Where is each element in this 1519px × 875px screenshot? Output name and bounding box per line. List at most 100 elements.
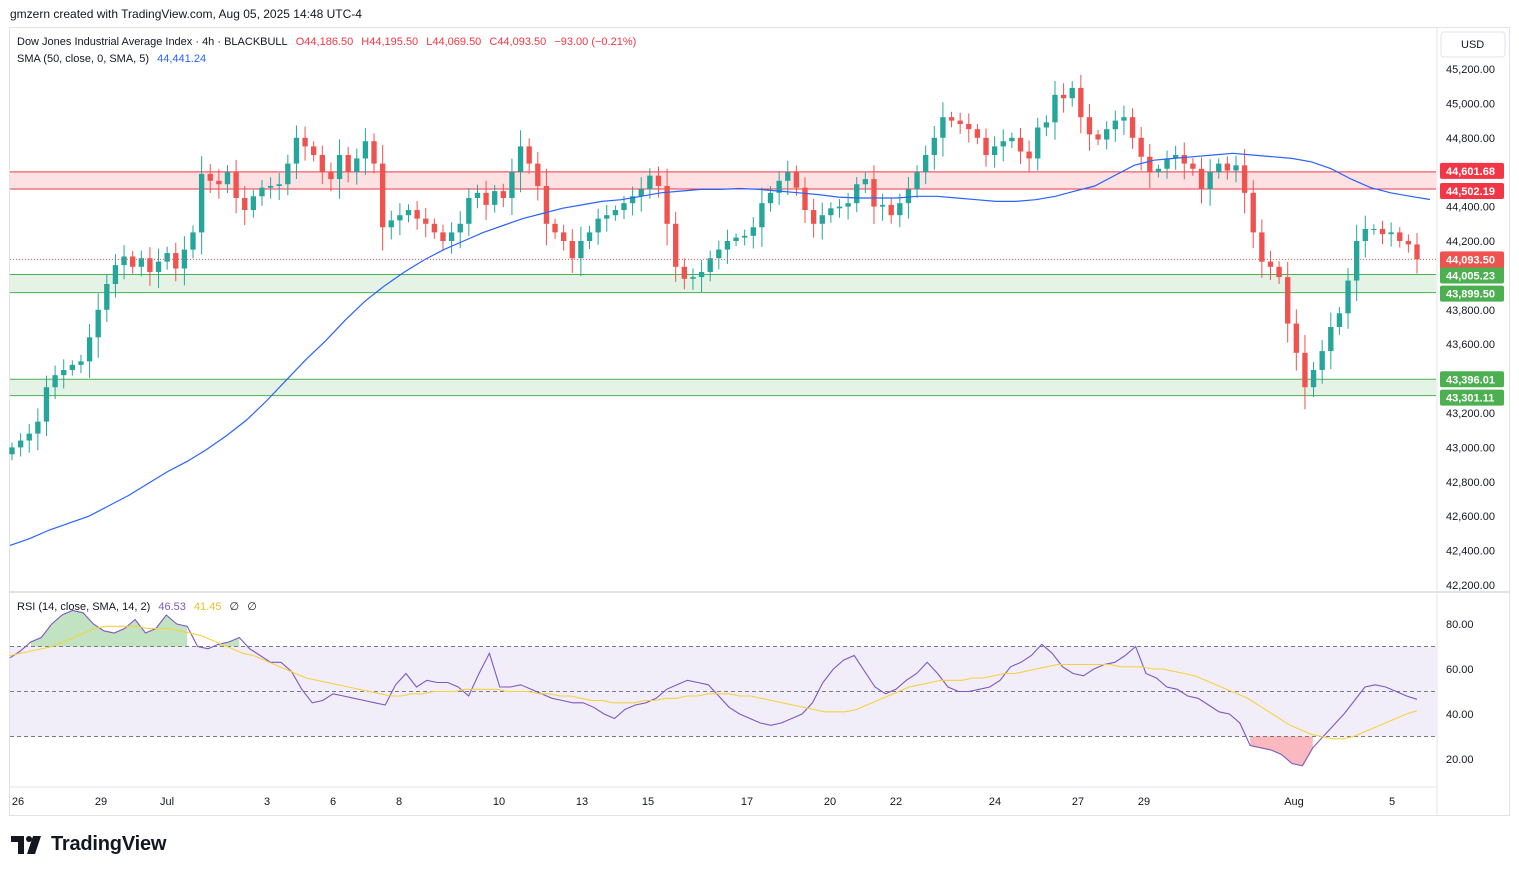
candle-body	[741, 235, 748, 238]
candle-body	[276, 184, 282, 186]
chart-frame[interactable]	[9, 27, 1510, 816]
zone-label-support2-top: 43,396.01	[1446, 374, 1495, 386]
zone-support-2	[10, 379, 1436, 396]
sma-line	[9, 152, 1431, 546]
candle-body	[707, 258, 713, 272]
candle-body	[1345, 280, 1351, 314]
candle-body	[198, 173, 205, 233]
candle-body	[810, 210, 817, 224]
candle-body	[1310, 370, 1317, 388]
candle-body	[1112, 120, 1118, 130]
candle-body	[397, 215, 403, 221]
legend-sma[interactable]: SMA (50, close, 0, SMA, 5) 44,441.24	[17, 53, 211, 65]
time-tick-label: Aug	[1284, 796, 1304, 808]
header-created: gmzern created with TradingView.com, Aug…	[10, 7, 362, 21]
candle-body	[1250, 192, 1256, 233]
candle-body	[250, 196, 257, 211]
candle-body	[828, 208, 834, 216]
rsi-value: 46.53	[158, 601, 186, 613]
rsi-tick-label: 60.00	[1446, 664, 1474, 676]
legend-high: H44,195.50	[361, 36, 419, 48]
candle-body	[914, 172, 920, 190]
candle-body	[647, 175, 653, 190]
zone-label-resistance-top: 44,601.68	[1446, 166, 1495, 178]
time-tick-label: 17	[741, 796, 753, 808]
time-tick-label: 24	[989, 796, 1001, 808]
candle-body	[1095, 134, 1101, 140]
candle-body	[535, 163, 541, 186]
candle-body	[466, 198, 472, 224]
candle-body	[664, 185, 670, 224]
candle-body	[560, 232, 567, 241]
rsi-sma-line	[9, 625, 1418, 740]
time-tick-label: 22	[890, 796, 902, 808]
legend-open: O44,186.50	[295, 36, 354, 48]
zone-label-resistance-bottom-bg	[1440, 183, 1504, 200]
zone-label-resistance-top-bg	[1440, 162, 1504, 179]
candle-body	[1233, 165, 1239, 171]
rsi-extra-2: ∅	[247, 601, 257, 613]
candle-body	[931, 137, 937, 155]
candle-body	[224, 172, 231, 185]
candle-body	[923, 155, 929, 173]
candle-body	[1069, 87, 1075, 99]
candle-body	[379, 163, 386, 228]
legend-change: −93.00 (−0.21%)	[554, 36, 637, 48]
candle-body	[474, 192, 481, 198]
candle-body	[836, 206, 843, 209]
candle-body	[1285, 277, 1291, 324]
sma-label: SMA (50, close, 0, SMA, 5)	[17, 53, 150, 65]
candle-body	[793, 172, 800, 188]
candle-body	[483, 192, 489, 205]
time-tick-label: 10	[493, 796, 505, 808]
candle-body	[130, 256, 136, 267]
candle-body	[500, 191, 506, 198]
time-tick-label: 15	[642, 796, 654, 808]
time-tick-label: 13	[576, 796, 588, 808]
zone-label-support-bottom-bg	[1440, 285, 1504, 302]
candle-body	[1155, 168, 1162, 173]
candle-body	[1129, 117, 1136, 138]
zone-label-support-top: 44,005.23	[1446, 271, 1495, 283]
candle-body	[1164, 158, 1170, 169]
candle-body	[319, 155, 325, 173]
candle-body	[328, 172, 334, 180]
sma-value: 44,441.24	[157, 53, 207, 65]
zone-label-support2-bottom: 43,301.11	[1446, 393, 1494, 405]
candle-body	[1224, 163, 1231, 171]
candle-body	[802, 187, 808, 211]
candle-body	[354, 158, 360, 173]
price-tick-label: 43,000.00	[1446, 442, 1495, 454]
candle-body	[897, 203, 903, 216]
price-tick-label: 45,200.00	[1446, 64, 1495, 76]
legend-main[interactable]: Dow Jones Industrial Average Index · 4h …	[17, 36, 641, 48]
candle-body	[336, 155, 343, 180]
candle-body	[311, 146, 317, 155]
legend-rsi[interactable]: RSI (14, close, SMA, 14, 2) 46.53 41.45 …	[17, 600, 262, 613]
candle-body	[233, 172, 239, 198]
candle-body	[1276, 266, 1282, 278]
candle-body	[95, 309, 101, 338]
zone-label-support-top-bg	[1440, 267, 1504, 284]
candle-body	[121, 256, 127, 266]
candle-body	[1397, 232, 1403, 241]
candle-body	[457, 223, 463, 233]
price-tick-label: 44,200.00	[1446, 236, 1495, 248]
tradingview-logo[interactable]: TradingView	[11, 833, 166, 856]
candle-body	[173, 253, 179, 269]
candle-body	[1086, 117, 1093, 135]
candle-body	[164, 253, 170, 262]
candle-body	[26, 433, 32, 441]
candle-body	[190, 232, 196, 250]
price-tick-label: 42,200.00	[1446, 580, 1495, 592]
candle-body	[1060, 94, 1067, 99]
time-tick-label: 26	[12, 796, 24, 808]
candle-body	[1207, 172, 1213, 190]
candle-body	[9, 447, 15, 455]
candle-body	[1190, 163, 1196, 169]
candle-body	[1026, 151, 1032, 159]
candle-body	[1216, 163, 1222, 173]
candle-body	[629, 196, 636, 204]
candle-body	[776, 180, 782, 193]
